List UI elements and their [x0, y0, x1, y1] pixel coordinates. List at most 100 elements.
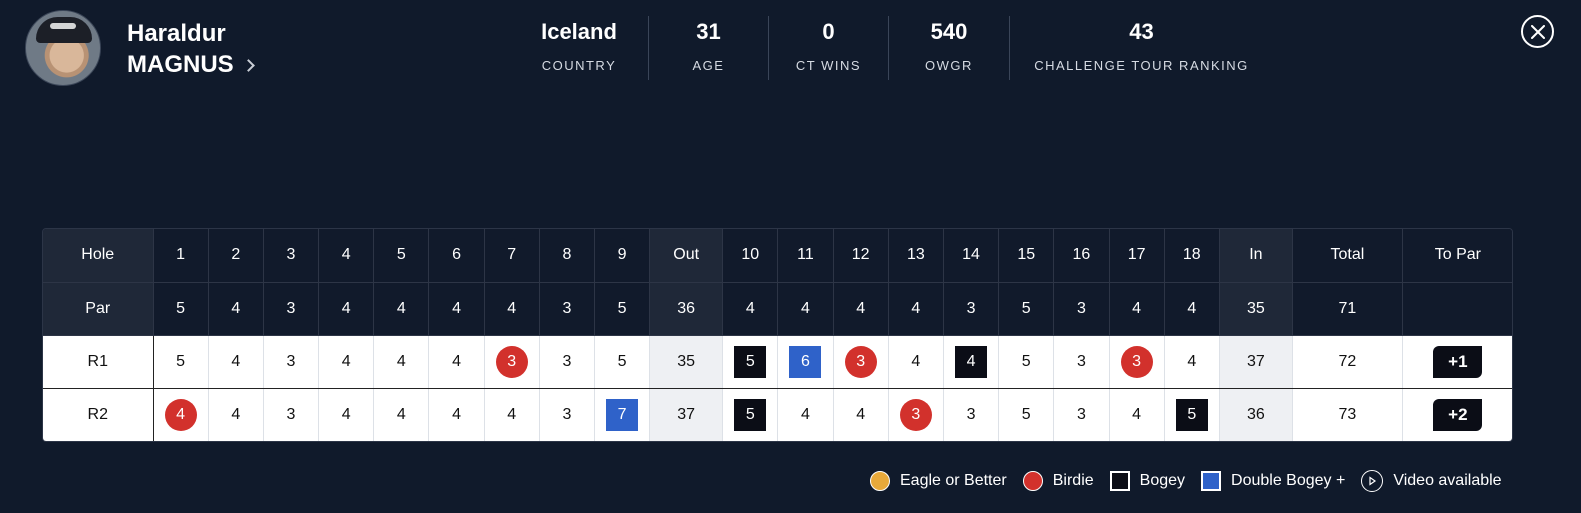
par-value: 4 [1164, 282, 1220, 336]
hole-score: 4 [777, 388, 834, 441]
stat-owgr: 540 OWGR [888, 16, 1009, 80]
par-value: 4 [318, 282, 375, 336]
close-button[interactable] [1521, 15, 1554, 48]
legend-label: Video available [1393, 472, 1502, 489]
bogey-square-icon [1109, 471, 1130, 491]
stat-value: Iceland [541, 19, 617, 44]
par-out-total: 36 [649, 282, 724, 336]
legend-label: Bogey [1139, 472, 1186, 489]
hole-score: 4 [208, 335, 264, 389]
avatar-cap-logo [50, 23, 76, 29]
hole-score: 3 [539, 388, 596, 441]
stat-label: CHALLENGE TOUR RANKING [1034, 58, 1249, 73]
hole-score: 5 [722, 335, 779, 389]
par-value: 4 [888, 282, 944, 336]
par-value: 4 [833, 282, 889, 336]
par-value: 3 [1053, 282, 1110, 336]
avatar-cap [36, 17, 92, 43]
par-to-par-empty [1402, 282, 1512, 336]
par-in-total: 35 [1219, 282, 1293, 336]
par-total: 71 [1292, 282, 1403, 336]
hole-score: 4 [833, 388, 889, 441]
hole-score: 4 [1109, 388, 1165, 441]
hole-score: 4 [153, 388, 209, 441]
hole-score: 3 [263, 335, 320, 389]
stat-label: CT WINS [795, 58, 862, 73]
hole-header: Hole [43, 229, 154, 283]
double-bogey-score-mark: 7 [606, 398, 639, 431]
par-value: 4 [722, 282, 779, 336]
par-value: 5 [998, 282, 1055, 336]
round-out-total: 37 [649, 388, 724, 441]
par-value: 4 [208, 282, 264, 336]
legend-eagle: Eagle or Better [870, 471, 1007, 491]
round-to-par-cell: +2 [1402, 388, 1512, 441]
stat-ct-wins: 0 CT WINS [768, 16, 888, 80]
hole-score: 7 [594, 388, 651, 441]
par-value: 3 [263, 282, 320, 336]
hole-score: 4 [373, 388, 430, 441]
out-header: Out [649, 229, 724, 283]
par-header: Par [43, 282, 154, 336]
hole-score: 3 [1053, 335, 1110, 389]
hole-score: 5 [1164, 388, 1220, 441]
bogey-score-mark: 5 [734, 398, 767, 431]
hole-score: 3 [833, 335, 889, 389]
chevron-right-icon[interactable] [241, 59, 255, 72]
hole-score: 3 [1109, 335, 1165, 389]
birdie-score-mark: 3 [1120, 345, 1153, 378]
par-value: 3 [943, 282, 1000, 336]
hole-score: 4 [428, 335, 485, 389]
stat-value: 43 [1129, 19, 1154, 44]
player-name[interactable]: Haraldur MAGNUS [127, 18, 255, 80]
birdie-score-mark: 3 [899, 398, 932, 431]
eagle-circle-icon [870, 471, 890, 491]
player-first-name: Haraldur [127, 20, 226, 47]
hole-number: 2 [208, 229, 264, 283]
par-value: 4 [428, 282, 485, 336]
hole-score: 4 [373, 335, 430, 389]
par-row: Par 5 4 3 4 4 4 4 3 5 36 4 4 4 4 3 5 3 4 4 35 71 [43, 282, 1512, 336]
round-total: 72 [1292, 335, 1403, 389]
birdie-circle-icon [1022, 471, 1043, 491]
stat-value: 0 [822, 19, 835, 44]
hole-number: 16 [1053, 229, 1110, 283]
stat-country: Iceland COUNTRY [510, 16, 648, 80]
hole-score: 4 [943, 335, 1000, 389]
double-bogey-score-mark: 6 [789, 345, 822, 378]
player-stats: Iceland COUNTRY 31 AGE 0 CT WINS 540 OWG… [510, 16, 1273, 80]
round-row-r1: R1 5 4 3 4 4 4 3 3 5 35 5 6 3 4 4 5 3 3 4 37 72 +1 [43, 335, 1512, 389]
hole-number: 6 [428, 229, 485, 283]
stat-label: OWGR [925, 58, 973, 73]
hole-score: 3 [888, 388, 944, 441]
legend-birdie: Birdie [1022, 471, 1094, 491]
hole-score: 4 [428, 388, 485, 441]
hole-number: 8 [539, 229, 596, 283]
hole-score: 4 [484, 388, 540, 441]
par-value: 5 [594, 282, 651, 336]
play-icon [1361, 470, 1384, 492]
hole-number: 17 [1109, 229, 1165, 283]
legend-video: Video available [1361, 470, 1502, 492]
stat-label: AGE [692, 58, 725, 73]
round-label: R1 [43, 335, 154, 389]
hole-row: Hole 1 2 3 4 5 6 7 8 9 Out 10 11 12 13 14 15 16 17 18 In Tota… [43, 229, 1512, 283]
round-total: 73 [1292, 388, 1403, 441]
hole-score: 5 [594, 335, 651, 389]
to-par-badge: +2 [1433, 398, 1483, 431]
hole-score: 5 [153, 335, 209, 389]
hole-number: 14 [943, 229, 1000, 283]
bogey-score-mark: 4 [955, 345, 988, 378]
player-last-name: MAGNUS [127, 51, 234, 78]
scorecard-table: Hole 1 2 3 4 5 6 7 8 9 Out 10 11 12 13 14 15 16 17 18 In Tota… [43, 229, 1512, 441]
round-out-total: 35 [649, 335, 724, 389]
hole-number: 5 [373, 229, 430, 283]
stat-value: 540 [930, 19, 968, 44]
hole-number: 11 [777, 229, 834, 283]
bogey-score-mark: 5 [1175, 398, 1208, 431]
hole-score: 3 [484, 335, 540, 389]
double-bogey-square-icon [1201, 471, 1222, 491]
legend-label: Double Bogey + [1231, 472, 1346, 489]
round-in-total: 37 [1219, 335, 1293, 389]
hole-score: 3 [263, 388, 320, 441]
